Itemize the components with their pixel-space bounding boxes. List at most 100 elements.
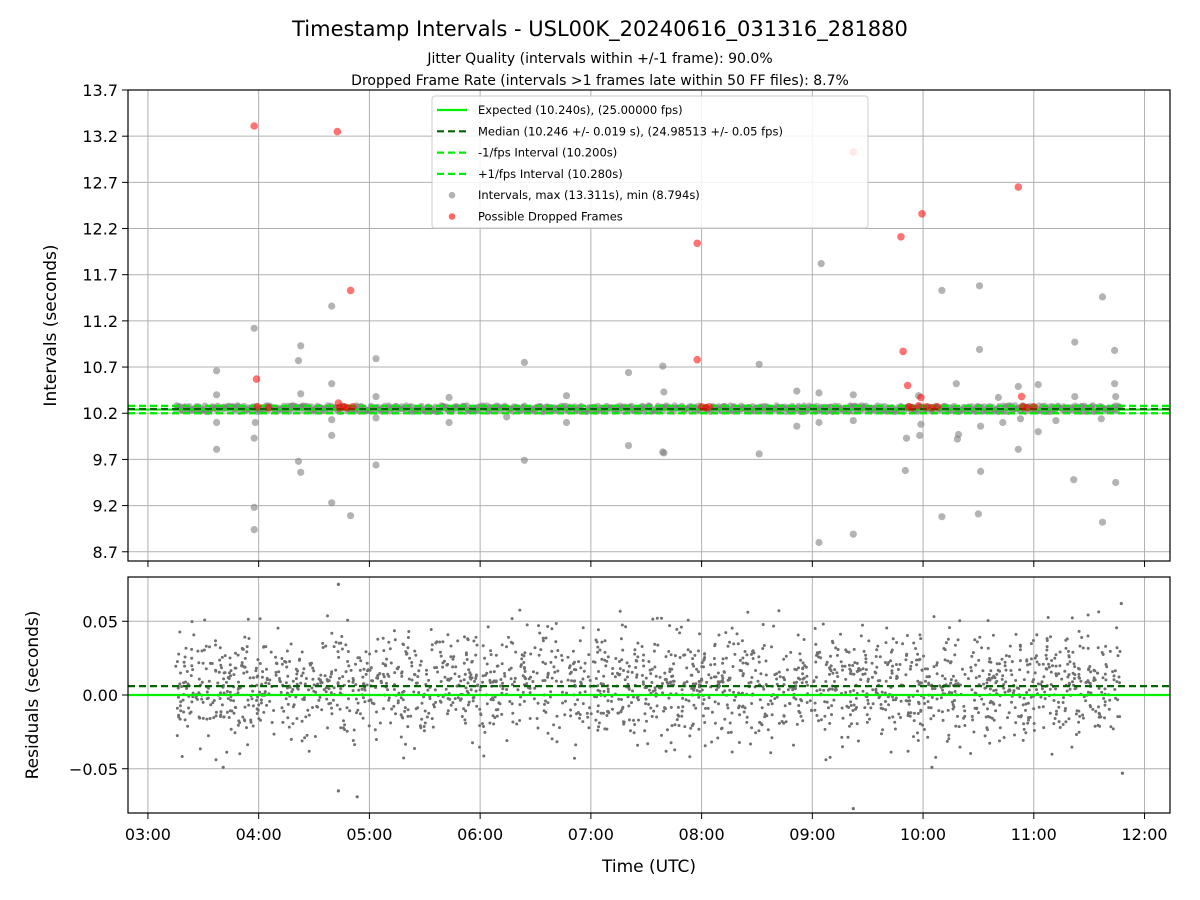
residual-point bbox=[222, 691, 226, 695]
residual-point bbox=[994, 688, 998, 692]
residual-point bbox=[970, 688, 974, 692]
residual-point bbox=[636, 743, 640, 747]
residual-point bbox=[550, 737, 554, 741]
residual-point bbox=[746, 662, 750, 666]
residual-point bbox=[1018, 668, 1022, 672]
residual-point bbox=[238, 752, 242, 756]
residual-point bbox=[905, 654, 908, 657]
residual-point bbox=[191, 691, 195, 695]
residual-point bbox=[602, 689, 606, 693]
residual-point bbox=[606, 687, 610, 691]
residual-point bbox=[582, 669, 586, 673]
x-tick-label: 08:00 bbox=[679, 825, 725, 844]
residual-point bbox=[907, 702, 911, 706]
interval-outlier-point bbox=[660, 388, 668, 396]
residual-point bbox=[919, 708, 923, 712]
residual-point bbox=[347, 697, 350, 701]
residual-point bbox=[723, 717, 727, 721]
interval-outlier-point bbox=[659, 448, 667, 456]
residual-point bbox=[256, 695, 260, 699]
residual-point bbox=[307, 713, 311, 717]
residual-point bbox=[972, 730, 976, 734]
residual-point bbox=[189, 710, 193, 714]
residual-point bbox=[537, 624, 540, 628]
residual-point bbox=[500, 643, 504, 647]
residual-point bbox=[394, 712, 397, 716]
residual-point bbox=[907, 695, 911, 699]
residual-point bbox=[1054, 664, 1058, 668]
residual-point bbox=[879, 706, 883, 710]
residual-point bbox=[703, 744, 707, 748]
residual-point bbox=[824, 680, 828, 683]
residual-point bbox=[485, 662, 489, 666]
interval-outlier-point bbox=[213, 445, 221, 453]
residual-point bbox=[673, 748, 677, 752]
residual-point bbox=[331, 698, 335, 702]
residual-point bbox=[240, 663, 244, 667]
interval-outlier-point bbox=[917, 420, 925, 428]
residual-point bbox=[1101, 676, 1105, 680]
residual-point bbox=[375, 710, 378, 714]
residual-point bbox=[255, 712, 259, 715]
residual-point bbox=[741, 674, 745, 678]
residual-point bbox=[640, 645, 644, 648]
residual-point bbox=[1050, 752, 1054, 756]
residual-point bbox=[599, 682, 603, 686]
residual-point bbox=[191, 668, 195, 672]
residual-point bbox=[1086, 634, 1090, 638]
residual-point bbox=[992, 718, 996, 722]
residual-point bbox=[1088, 682, 1092, 685]
legend-marker-swatch bbox=[448, 191, 456, 199]
residual-point bbox=[1084, 699, 1088, 703]
residual-outlier-point bbox=[221, 765, 225, 769]
residual-point bbox=[764, 659, 768, 663]
residual-point bbox=[1022, 696, 1026, 700]
residual-point bbox=[211, 701, 215, 705]
residual-point bbox=[786, 688, 790, 692]
intervals-y-tick-label: 9.7 bbox=[93, 450, 118, 469]
residual-point bbox=[721, 661, 725, 665]
residual-point bbox=[311, 706, 314, 709]
residual-point bbox=[716, 680, 720, 684]
x-tick-label: 09:00 bbox=[789, 825, 835, 844]
residual-point bbox=[1029, 695, 1033, 699]
residual-point bbox=[1066, 675, 1070, 679]
residual-point bbox=[736, 642, 740, 646]
residual-point bbox=[473, 679, 476, 683]
residual-point bbox=[992, 702, 996, 706]
residual-point bbox=[840, 664, 844, 668]
residual-point bbox=[852, 647, 856, 651]
residual-point bbox=[760, 723, 764, 727]
residual-point bbox=[212, 716, 216, 720]
residual-point bbox=[801, 672, 805, 676]
residual-point bbox=[784, 654, 788, 658]
residual-point bbox=[1052, 722, 1056, 726]
residual-point bbox=[757, 729, 761, 733]
residual-point bbox=[1025, 658, 1029, 662]
residual-point bbox=[731, 665, 735, 668]
residual-point bbox=[750, 702, 754, 705]
residual-point bbox=[663, 671, 667, 675]
residual-point bbox=[177, 695, 180, 699]
residual-point bbox=[834, 646, 838, 650]
residual-point bbox=[568, 672, 572, 676]
residual-point bbox=[223, 654, 227, 658]
residual-point bbox=[664, 678, 668, 681]
residual-point bbox=[419, 726, 423, 730]
residual-point bbox=[332, 645, 336, 649]
residual-point bbox=[232, 673, 236, 677]
residual-point bbox=[916, 712, 920, 715]
residual-point bbox=[387, 640, 391, 644]
residual-point bbox=[665, 728, 669, 732]
residual-point bbox=[413, 649, 417, 653]
residual-point bbox=[413, 673, 417, 677]
residual-point bbox=[427, 678, 431, 682]
residual-point bbox=[482, 725, 485, 728]
residual-point bbox=[893, 720, 897, 724]
residual-point bbox=[1116, 698, 1120, 702]
residual-point bbox=[182, 681, 186, 685]
residual-point bbox=[317, 677, 321, 681]
residual-point bbox=[901, 642, 905, 646]
interval-outlier-point bbox=[916, 431, 924, 439]
residual-point bbox=[581, 677, 585, 681]
